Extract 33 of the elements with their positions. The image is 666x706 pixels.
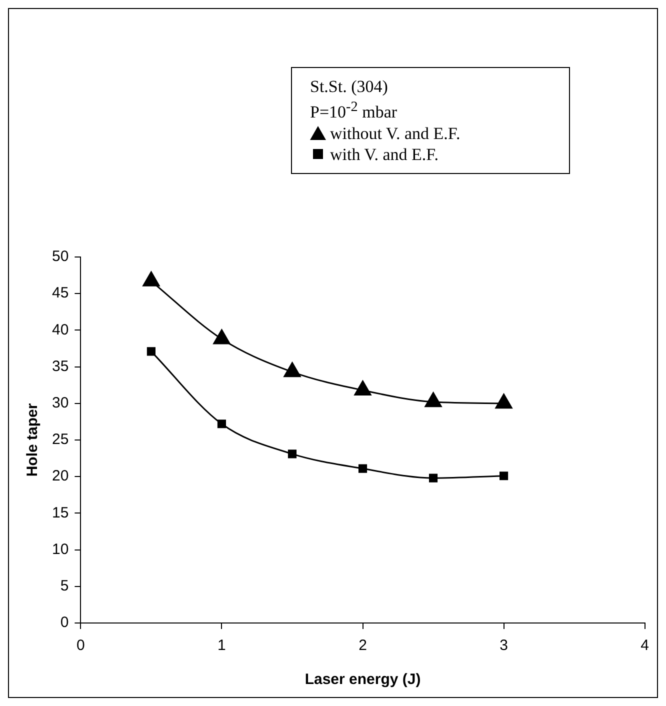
x-tick-label: 3 xyxy=(500,637,508,654)
text: P=10$^{-2}$ mbar xyxy=(310,98,398,123)
y-tick-label: 50 xyxy=(52,248,69,266)
x-axis-title: Laser energy (J) xyxy=(304,671,421,688)
x-tick-label: 2 xyxy=(358,637,367,654)
y-tick-label: 15 xyxy=(52,504,69,522)
point xyxy=(495,394,512,409)
point xyxy=(354,380,372,396)
point xyxy=(500,472,508,480)
point xyxy=(358,464,368,473)
y-tick-label: 35 xyxy=(52,358,69,375)
y-tick-label: 30 xyxy=(52,394,69,412)
point xyxy=(424,392,442,408)
legend-label: with V. and E.F. xyxy=(330,144,439,165)
y-tick-label: 5 xyxy=(60,578,69,595)
y-tick-label: 0 xyxy=(60,614,69,632)
x-tick-label: 1 xyxy=(218,637,226,654)
y-tick-label: 20 xyxy=(52,468,69,485)
y-tick-label: 40 xyxy=(52,321,69,338)
point xyxy=(284,362,301,378)
x-tick-label: 4 xyxy=(640,637,649,654)
point xyxy=(217,420,226,428)
point xyxy=(428,474,438,482)
y-tick-label: 10 xyxy=(52,540,69,558)
point xyxy=(213,329,230,344)
legend-label: without V. and E.F. xyxy=(330,122,460,144)
x-tick-label: 0 xyxy=(76,637,85,654)
legend-title: St.St. (304) xyxy=(310,76,389,97)
y-tick-label: 45 xyxy=(52,284,69,302)
y-axis-title: Hole taper xyxy=(24,403,42,477)
point xyxy=(288,450,297,458)
point xyxy=(142,271,160,286)
y-tick-label: 25 xyxy=(52,431,69,448)
